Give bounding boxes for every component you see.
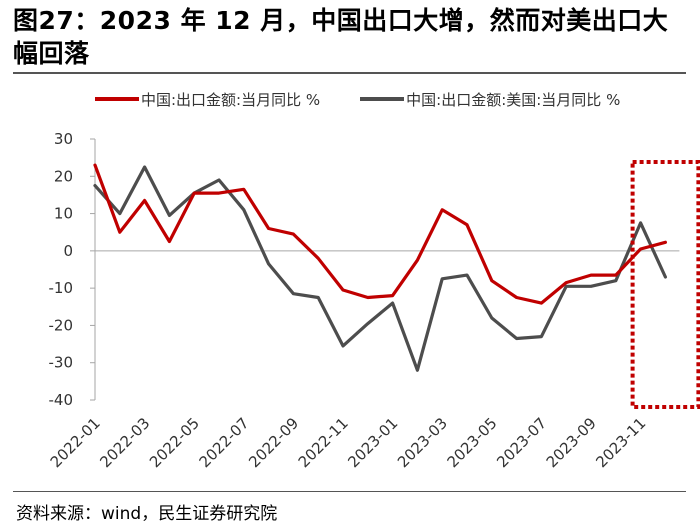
- y-tick-label: 30: [54, 130, 73, 148]
- legend-label-china: 中国:出口金额:当月同比 %: [141, 90, 321, 109]
- x-tick-label: 2022-05: [146, 414, 203, 471]
- x-tick-label: 2023-05: [444, 414, 501, 471]
- y-tick-label: -10: [49, 279, 74, 297]
- chart-area: 30 20 10 0 -10 -20 -30 -40 2022-01 2022-03 2022-05…: [47, 130, 700, 471]
- y-tick-label: 20: [54, 167, 73, 185]
- x-tick-label: 2022-11: [295, 414, 352, 471]
- legend-swatch-us: [360, 97, 405, 101]
- title-divider: [13, 72, 686, 74]
- legend-item-china: 中国:出口金额:当月同比 %: [95, 89, 320, 110]
- y-tick-label: 10: [54, 205, 73, 223]
- x-tick-label: 2023-09: [543, 414, 600, 471]
- x-tick-label: 2022-09: [245, 414, 302, 471]
- y-tick-label: -30: [49, 354, 74, 372]
- x-tick-label: 2022-01: [47, 414, 104, 471]
- x-tick-label: 2022-03: [96, 414, 153, 471]
- x-tick-label: 2023-07: [493, 414, 550, 471]
- chart-legend: 中国:出口金额:当月同比 % 中国:出口金额:美国:当月同比 %: [95, 89, 660, 109]
- x-tick-label: 2022-07: [196, 414, 253, 471]
- y-tick-label: -40: [49, 391, 74, 409]
- legend-swatch-china: [95, 97, 139, 101]
- series-line-us: [93, 165, 668, 372]
- legend-label-us: 中国:出口金额:美国:当月同比 %: [406, 90, 621, 109]
- source-divider: [13, 491, 686, 492]
- x-tick-label: 2023-03: [394, 414, 451, 471]
- y-tick-label: -20: [49, 316, 74, 334]
- x-tick-label: 2023-11: [592, 414, 649, 471]
- highlight-box: [630, 160, 700, 409]
- line-chart: 30 20 10 0 -10 -20 -30 -40 2022-012022-032022-05…: [47, 130, 700, 471]
- source-note: 资料来源：wind，民生证券研究院: [16, 504, 278, 524]
- x-tick-label: 2023-01: [344, 414, 401, 471]
- series-line-china: [93, 163, 668, 305]
- legend-item-us: 中国:出口金额:美国:当月同比 %: [360, 89, 620, 110]
- figure-title: 图27：2023 年 12 月，中国出口大增，然而对美出口大幅回落: [13, 6, 669, 68]
- y-tick-label: 0: [63, 242, 73, 260]
